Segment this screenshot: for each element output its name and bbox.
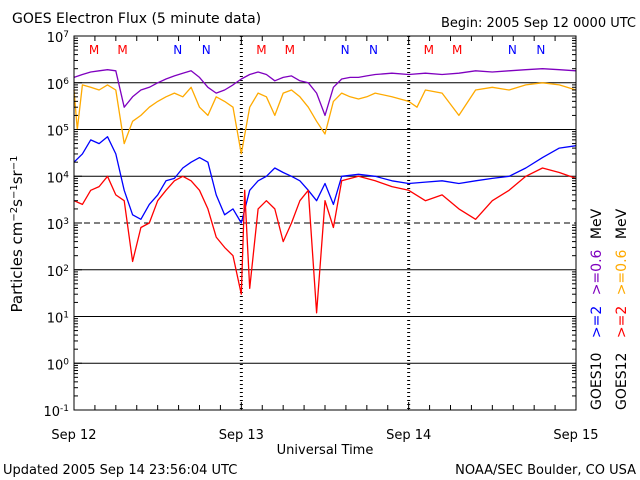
- orbit-marker: N: [173, 43, 182, 57]
- svg-text:GOES12 >=2 >=0: GOES12 >=2 >=0.6 MeV: [614, 208, 630, 410]
- grid-layer: [74, 36, 576, 410]
- legend-goes12-2mev: >=2: [614, 306, 630, 338]
- orbit-marker: M: [424, 43, 434, 57]
- legend-goes10-unit: MeV: [589, 208, 605, 239]
- legend: GOES10 >=2 >=0.6 MeV GOES12 >=2 >=0.6 Me…: [589, 208, 630, 410]
- orbit-marker: M: [285, 43, 295, 57]
- x-tick-label: Sep 15: [553, 428, 598, 443]
- series-layer: [73, 68, 577, 314]
- updated-timestamp: Updated 2005 Sep 14 23:56:04 UTC: [3, 463, 237, 478]
- y-tick-label: 106: [47, 77, 70, 93]
- legend-goes10-06mev: >=0.6: [589, 249, 605, 295]
- y-tick-label: 103: [47, 217, 69, 233]
- orbit-marker: M: [452, 43, 462, 57]
- y-tick-label: 104: [47, 170, 70, 186]
- orbit-marker: N: [369, 43, 378, 57]
- legend-goes12-unit: MeV: [614, 208, 630, 239]
- y-tick-label: 101: [47, 311, 69, 327]
- y-axis-label: Particles cm−2s−1sr−1: [8, 156, 26, 313]
- y-tick-label: 107: [47, 30, 69, 46]
- axis-layer: 10-1 100 101 102 103 104 105 106 107 Sep 12 Sep 13…: [43, 30, 598, 443]
- x-tick-label: Sep 14: [386, 428, 431, 443]
- y-tick-label: 102: [47, 264, 69, 280]
- orbit-marker: M: [256, 43, 266, 57]
- legend-goes10-label: GOES10: [589, 353, 605, 410]
- orbit-marker: N: [202, 43, 211, 57]
- orbit-marker: M: [117, 43, 127, 57]
- series-line: [73, 68, 577, 117]
- svg-text:GOES10 >=2 >=0: GOES10 >=2 >=0.6 MeV: [589, 208, 605, 410]
- y-tick-label: 10-1: [43, 404, 69, 420]
- plot-frame: [73, 35, 577, 411]
- y-tick-label: 105: [47, 124, 69, 140]
- legend-goes12-06mev: >=0.6: [614, 249, 630, 295]
- legend-goes12-label: GOES12: [614, 353, 630, 410]
- series-line: [73, 136, 577, 224]
- x-tick-label: Sep 12: [51, 428, 96, 443]
- legend-goes10-2mev: >=2: [589, 306, 605, 338]
- svg-text:Particles cm−2s−1sr−1: Particles cm−2s−1sr−1: [8, 156, 26, 313]
- y-tick-label: 100: [47, 357, 70, 373]
- begin-date-label: Begin: 2005 Sep 12 0000 UTC: [441, 16, 636, 31]
- series-line: [73, 167, 577, 314]
- orbit-marker: N: [536, 43, 545, 57]
- series-line: [73, 82, 577, 155]
- orbit-marker: M: [89, 43, 99, 57]
- chart-title: GOES Electron Flux (5 minute data): [12, 11, 261, 27]
- x-tick-label: Sep 13: [219, 428, 264, 443]
- orbit-marker: N: [341, 43, 350, 57]
- orbit-marker: N: [508, 43, 517, 57]
- x-axis-title: Universal Time: [277, 443, 374, 458]
- credit-label: NOAA/SEC Boulder, CO USA: [455, 463, 636, 478]
